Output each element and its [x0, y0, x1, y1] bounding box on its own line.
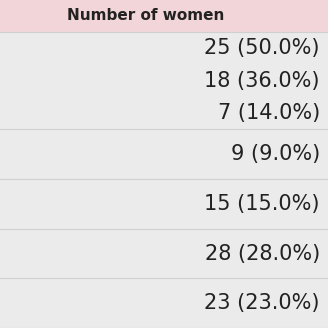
Bar: [0, 229, 328, 278]
Bar: [0, 130, 328, 179]
Text: 25 (50.0%): 25 (50.0%): [204, 38, 320, 58]
Text: 15 (15.0%): 15 (15.0%): [204, 194, 320, 214]
Text: 23 (23.0%): 23 (23.0%): [204, 293, 320, 313]
Text: Number of women: Number of women: [67, 9, 224, 24]
Bar: [0, 179, 328, 229]
Text: 28 (28.0%): 28 (28.0%): [205, 243, 320, 263]
Text: 18 (36.0%): 18 (36.0%): [204, 71, 320, 91]
Bar: [0, 278, 328, 328]
Bar: [0, 32, 328, 130]
Bar: [0, 0, 328, 32]
Text: 9 (9.0%): 9 (9.0%): [231, 144, 320, 164]
Text: 7 (14.0%): 7 (14.0%): [218, 103, 320, 123]
